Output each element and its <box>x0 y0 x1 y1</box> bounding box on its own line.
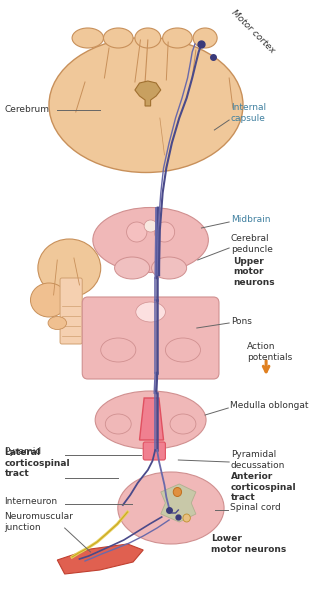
Text: Pyramidal
decussation: Pyramidal decussation <box>231 451 286 470</box>
Ellipse shape <box>118 472 224 544</box>
Ellipse shape <box>135 28 161 48</box>
Ellipse shape <box>127 222 147 242</box>
Text: Motor cortex: Motor cortex <box>229 8 276 55</box>
Polygon shape <box>135 81 161 106</box>
Ellipse shape <box>103 28 133 48</box>
Text: Action
potentials: Action potentials <box>247 342 292 362</box>
Text: Cerebral
peduncle: Cerebral peduncle <box>231 234 273 254</box>
Polygon shape <box>139 398 164 440</box>
Ellipse shape <box>48 316 67 330</box>
Text: Lower
motor neurons: Lower motor neurons <box>211 534 286 554</box>
Text: Upper
motor
neurons: Upper motor neurons <box>233 257 274 287</box>
Ellipse shape <box>152 257 187 279</box>
Text: Internal
capsule: Internal capsule <box>231 103 266 123</box>
Polygon shape <box>161 484 196 522</box>
Ellipse shape <box>165 338 201 362</box>
Ellipse shape <box>183 514 190 522</box>
Text: Pons: Pons <box>231 316 252 325</box>
Polygon shape <box>57 544 143 574</box>
Text: Spinal cord: Spinal cord <box>230 504 281 513</box>
Ellipse shape <box>101 338 136 362</box>
Ellipse shape <box>105 414 131 434</box>
FancyBboxPatch shape <box>143 442 165 460</box>
Text: Neuromuscular
junction: Neuromuscular junction <box>4 513 73 532</box>
Ellipse shape <box>115 257 150 279</box>
Ellipse shape <box>31 283 67 317</box>
Ellipse shape <box>49 38 243 172</box>
Ellipse shape <box>93 207 208 272</box>
Text: Pyramid: Pyramid <box>4 448 42 457</box>
Text: Midbrain: Midbrain <box>231 216 271 225</box>
FancyBboxPatch shape <box>60 278 82 344</box>
Ellipse shape <box>144 220 157 232</box>
Text: Interneuron: Interneuron <box>4 498 58 507</box>
Text: Lateral
corticospinal
tract: Lateral corticospinal tract <box>4 448 70 478</box>
Ellipse shape <box>38 239 101 297</box>
Ellipse shape <box>193 28 217 48</box>
Ellipse shape <box>173 488 182 496</box>
Ellipse shape <box>136 302 165 322</box>
Ellipse shape <box>154 222 174 242</box>
Text: Medulla oblongat: Medulla oblongat <box>230 402 308 411</box>
Text: Cerebrum: Cerebrum <box>4 105 50 114</box>
FancyBboxPatch shape <box>82 297 219 379</box>
Ellipse shape <box>72 28 103 48</box>
Ellipse shape <box>170 414 196 434</box>
Ellipse shape <box>163 28 192 48</box>
Text: Anterior
corticospinal
tract: Anterior corticospinal tract <box>231 472 297 502</box>
Ellipse shape <box>95 391 206 449</box>
